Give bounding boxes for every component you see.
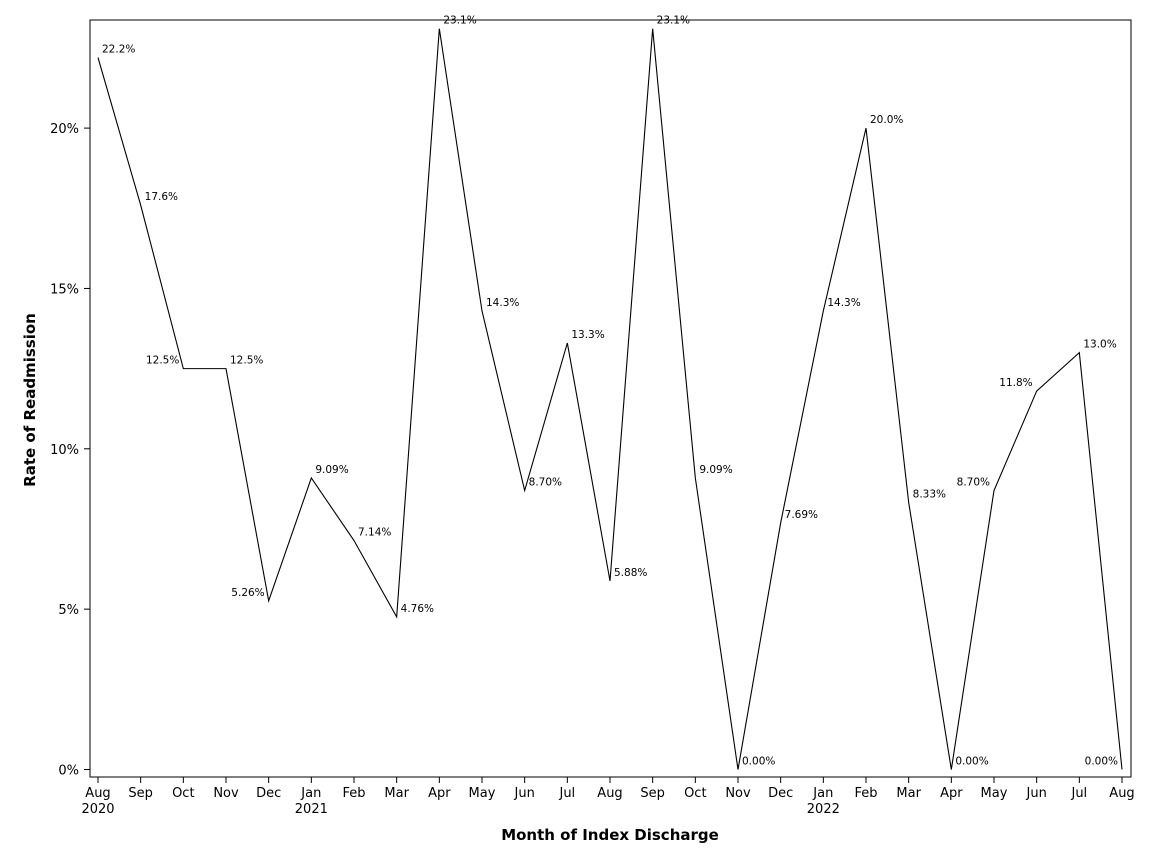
data-label: 0.00% [1085, 756, 1118, 768]
x-tick-label: Aug [85, 786, 110, 801]
x-tick-label: Dec [768, 786, 793, 801]
data-label: 5.26% [231, 587, 264, 599]
x-tick-label: Sep [640, 786, 665, 801]
x-tick-label: Jun [514, 786, 535, 801]
data-label: 7.69% [785, 509, 818, 521]
x-tick-label: Jul [1070, 786, 1087, 801]
x-tick-label: Jun [1026, 786, 1047, 801]
x-tick-label: May [981, 786, 1008, 801]
y-axis: 0% 5% 10% 15% 20% [50, 122, 90, 779]
data-label: 5.88% [614, 567, 647, 579]
data-label: 17.6% [145, 191, 178, 203]
y-tick-label: 0% [58, 764, 79, 779]
x-axis-title: Month of Index Discharge [501, 826, 719, 844]
x-tick-label: May [469, 786, 496, 801]
data-label: 14.3% [827, 297, 860, 309]
y-tick-label: 15% [50, 282, 79, 297]
x-tick-label: Oct [172, 786, 194, 801]
x-tick-label: Aug [597, 786, 622, 801]
data-label: 0.00% [955, 756, 988, 768]
plot-frame [89, 19, 1132, 778]
series-line [97, 28, 1123, 770]
x-tick-label: Nov [213, 786, 239, 801]
data-label: 13.3% [571, 329, 604, 341]
data-label: 8.70% [957, 476, 990, 488]
data-label: 11.8% [999, 377, 1032, 389]
data-label: 23.1% [443, 15, 476, 27]
x-tick-label: Jul [558, 786, 575, 801]
x-tick-label: Dec [256, 786, 281, 801]
data-label: 0.00% [742, 756, 775, 768]
data-label: 14.3% [486, 297, 519, 309]
data-label: 7.14% [358, 527, 391, 539]
data-label: 12.5% [146, 355, 179, 367]
data-label: 20.0% [870, 114, 903, 126]
data-label: 8.33% [913, 488, 946, 500]
x-tick-year: 2020 [81, 802, 114, 817]
data-label: 12.5% [230, 355, 263, 367]
x-tick-label: Sep [128, 786, 153, 801]
y-tick-label: 20% [50, 122, 79, 137]
x-tick-label: Mar [384, 786, 409, 801]
y-tick-label: 5% [58, 603, 79, 618]
x-tick-year: 2021 [295, 802, 328, 817]
data-label: 22.2% [102, 44, 135, 56]
x-tick-label: Oct [684, 786, 706, 801]
x-tick-label: Jan [300, 786, 321, 801]
data-label: 23.1% [657, 15, 690, 27]
data-label: 13.0% [1083, 339, 1116, 351]
x-tick-label: Apr [940, 786, 963, 801]
x-tick-label: Feb [342, 786, 365, 801]
x-tick-year: 2022 [807, 802, 840, 817]
x-tick-label: Mar [896, 786, 921, 801]
x-tick-label: Apr [428, 786, 451, 801]
data-labels: 22.2% 17.6% 12.5% 12.5% 5.26% 9.09% 7.14% 4.76%… [102, 15, 1118, 768]
x-tick-label: Jan [812, 786, 833, 801]
data-label: 9.09% [315, 464, 348, 476]
data-label: 4.76% [401, 603, 434, 615]
data-label: 9.09% [699, 464, 732, 476]
y-axis-title: Rate of Readmission [21, 313, 39, 487]
x-tick-label: Aug [1109, 786, 1134, 801]
x-tick-label: Feb [854, 786, 877, 801]
data-label: 8.70% [529, 476, 562, 488]
y-tick-label: 10% [50, 443, 79, 458]
x-tick-label: Nov [725, 786, 751, 801]
